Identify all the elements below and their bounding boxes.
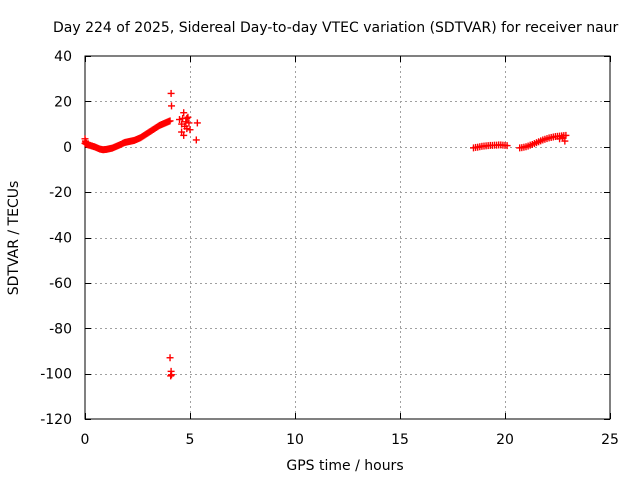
data-point <box>166 354 174 362</box>
y-tick-labels: -120 -100 -80 -60 -40 -20 0 20 40 <box>40 49 72 428</box>
y-tick-label--40: -40 <box>49 231 72 247</box>
data-point <box>176 116 183 124</box>
data-point <box>180 109 188 117</box>
grid-lines <box>85 56 610 419</box>
data-point <box>183 114 191 122</box>
data-point <box>185 119 193 127</box>
x-axis-label: GPS time / hours <box>286 458 403 474</box>
x-tick-label-20: 20 <box>496 432 514 448</box>
x-tick-label-0: 0 <box>81 432 90 448</box>
plot-frame <box>84 55 611 420</box>
data-point <box>167 89 175 97</box>
data-point <box>82 139 90 147</box>
data-points <box>81 89 570 380</box>
data-point <box>180 131 188 139</box>
y-tick-label--60: -60 <box>49 276 72 292</box>
x-tick-label-25: 25 <box>601 432 619 448</box>
data-point <box>167 372 175 380</box>
y-tick-label--100: -100 <box>40 367 72 383</box>
data-point <box>183 125 191 133</box>
y-tick-label-0: 0 <box>63 140 72 156</box>
data-point <box>166 117 174 125</box>
y-tick-label--20: -20 <box>49 185 72 201</box>
y-tick-label--80: -80 <box>49 321 72 337</box>
y-axis-label: SDTVAR / TECUs <box>6 181 22 296</box>
data-point <box>184 113 192 121</box>
data-point <box>182 118 190 126</box>
data-point <box>556 135 564 143</box>
x-tick-labels: 0 5 10 15 20 25 <box>81 432 619 448</box>
data-point <box>503 142 511 150</box>
chart-title: Day 224 of 2025, Sidereal Day-to-day VTE… <box>53 20 619 36</box>
data-point <box>168 371 176 379</box>
y-tick-label-20: 20 <box>54 94 72 110</box>
y-tick-label-40: 40 <box>54 49 72 65</box>
data-point <box>192 136 200 144</box>
data-point <box>561 137 569 145</box>
data-point <box>186 126 194 134</box>
y-tick-label--120: -120 <box>40 412 72 428</box>
x-tick-label-10: 10 <box>286 432 304 448</box>
x-tick-label-15: 15 <box>391 432 409 448</box>
data-point <box>168 102 176 110</box>
data-point <box>193 119 201 127</box>
x-tick-label-5: 5 <box>186 432 195 448</box>
